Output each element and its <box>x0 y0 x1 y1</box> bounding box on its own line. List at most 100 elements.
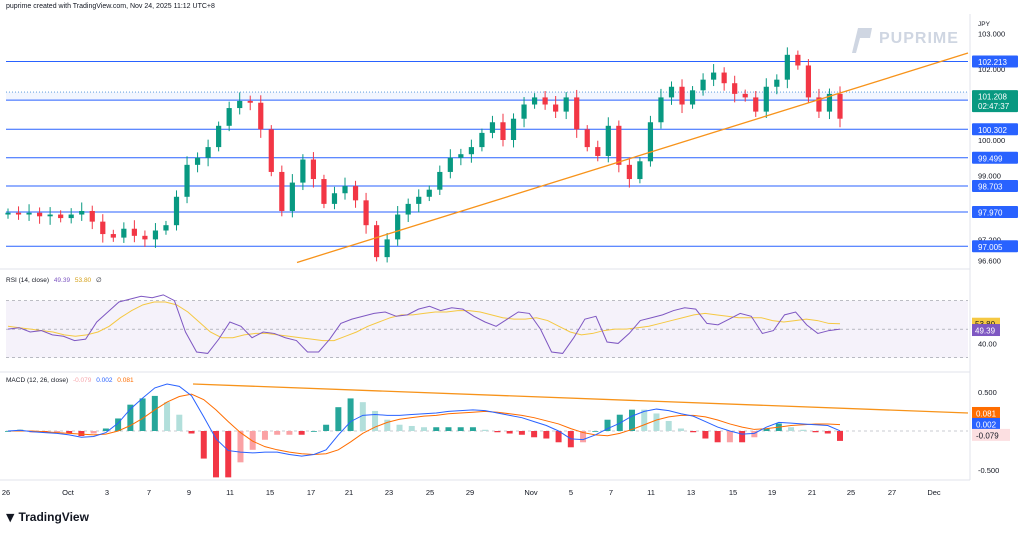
macd-signal-tag-label: 0.081 <box>976 409 997 418</box>
time-tick-label: 21 <box>345 488 353 497</box>
candle-body <box>15 212 22 215</box>
candle-body <box>310 159 317 180</box>
candle-body <box>668 86 675 98</box>
current-price-value: 101.208 <box>978 93 1007 102</box>
macd-hist-bar <box>347 398 354 431</box>
candle-body <box>795 54 801 66</box>
candle-body <box>784 54 790 80</box>
rsi-name: RSI (14, close) <box>6 277 49 284</box>
rsi-legend[interactable]: RSI (14, close) 49.39 53.80 ∅ <box>6 276 102 284</box>
time-tick-label: 17 <box>307 488 315 497</box>
macd-hist-bar <box>53 431 60 433</box>
candle-body <box>184 164 190 197</box>
candle-body <box>763 86 769 112</box>
macd-hist-bar <box>433 427 440 431</box>
price-tick-label: 97.200 <box>978 235 1001 244</box>
macd-hist-bar <box>310 431 317 432</box>
tradingview-mark-icon: ▼ <box>6 511 15 524</box>
time-tick-label: 25 <box>847 488 855 497</box>
candle-body <box>489 122 496 133</box>
macd-hist-bar <box>323 424 330 431</box>
macd-hist-bar <box>604 419 611 431</box>
candle-body <box>711 72 717 80</box>
macd-hist-bar <box>690 431 697 433</box>
candle-body <box>626 164 632 180</box>
macd-hist-bar <box>702 431 709 439</box>
time-tick-label: Nov <box>524 488 538 497</box>
settings-icon[interactable]: ∅ <box>96 277 102 284</box>
macd-hist-bar <box>213 431 219 478</box>
time-tick-label: 19 <box>768 488 776 497</box>
candle-body <box>47 214 53 217</box>
macd-hist-bar <box>726 431 733 443</box>
level-price-tag <box>972 240 1018 253</box>
macd-hist-bar <box>494 431 501 433</box>
candle-body <box>36 212 43 217</box>
rsi-pane <box>6 294 968 359</box>
macd-hist-bar <box>66 431 73 434</box>
macd-legend[interactable]: MACD (12, 26, close) -0.079 0.002 0.081 <box>6 377 134 384</box>
candle-body <box>595 147 601 156</box>
macd-hist-bar <box>274 431 281 435</box>
candle-body <box>732 83 738 94</box>
candle-body <box>173 196 180 226</box>
macd-hist-bar <box>127 404 134 431</box>
candle-body <box>647 122 654 162</box>
time-tick-label: 21 <box>808 488 816 497</box>
candle-body <box>300 159 306 183</box>
price-pane <box>5 47 969 264</box>
candle-body <box>826 93 833 112</box>
macd-tick-label: -0.500 <box>978 466 999 475</box>
candle-body <box>194 157 201 165</box>
macd-hist-bar <box>482 429 489 431</box>
rsi-ma-value: 53.80 <box>74 277 92 284</box>
candle-body <box>100 221 106 235</box>
macd-hist-bar <box>469 427 476 431</box>
candle-body <box>805 65 812 98</box>
time-tick-label: 13 <box>687 488 695 497</box>
macd-hist-bar <box>176 414 183 431</box>
rsi-line <box>7 294 841 354</box>
time-tick-label: 11 <box>647 488 655 497</box>
candle-body <box>216 125 222 148</box>
candle-body <box>226 108 232 126</box>
macd-hist-bar <box>629 409 635 431</box>
time-axis: 26 Oct 3 7 9 11 15 17 21 23 25 29 Nov 5 7 11 13 15 19 21 25 2… <box>2 488 941 497</box>
macd-hist-bar <box>506 431 513 434</box>
macd-hist-bar <box>78 431 85 437</box>
candle-body <box>342 186 348 194</box>
macd-hist-bar <box>800 429 807 431</box>
candle-body <box>426 189 432 197</box>
macd-hist-bar <box>518 431 525 435</box>
time-tick-label: 26 <box>2 488 10 497</box>
macd-hist-tag <box>972 428 1010 441</box>
rsi-tag-label: 49.39 <box>975 327 996 336</box>
candle-body <box>79 210 85 215</box>
tradingview-logo: ▼ TradingView <box>6 510 89 524</box>
macd-signal-value: 0.081 <box>117 377 134 384</box>
macd-hist-bar <box>384 419 391 431</box>
macd-line <box>7 383 841 457</box>
rsi-tick-label: 40.00 <box>978 339 997 348</box>
candle-body <box>279 171 285 211</box>
candle-body <box>679 86 685 105</box>
time-tick-label: 9 <box>187 488 191 497</box>
candle-body <box>510 118 517 140</box>
brand-logo: PUPRIME <box>846 25 958 55</box>
level-price-tag <box>972 206 1018 219</box>
level-price-label: 98.703 <box>978 183 1003 192</box>
price-tick-label: 100.000 <box>978 136 1005 145</box>
price-tick-label: 99.000 <box>978 171 1001 180</box>
macd-hist-bar <box>837 431 843 441</box>
macd-hist-bar <box>151 395 158 431</box>
macd-hist-bar <box>237 431 244 463</box>
level-price-tag <box>972 55 1018 68</box>
candle-body <box>258 102 264 130</box>
candle-body <box>816 97 822 112</box>
candle-body <box>384 239 390 258</box>
candle-body <box>837 93 843 119</box>
candle-body <box>131 228 137 236</box>
macd-hist-bar <box>372 410 379 431</box>
candle-body <box>542 97 548 105</box>
trendline <box>296 52 969 264</box>
